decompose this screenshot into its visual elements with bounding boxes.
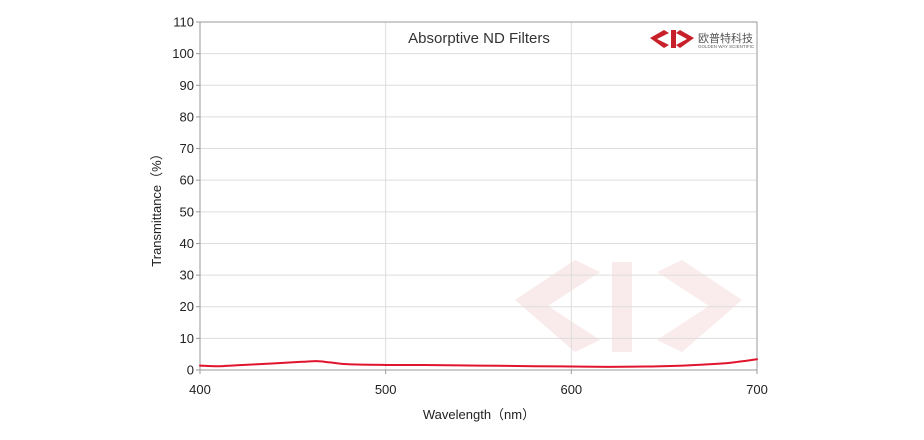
brand-name-en: GOLDEN WAY SCIENTIFIC: [698, 44, 755, 49]
y-axis-title: Transmittance（%）: [149, 147, 164, 266]
grid-lines: [200, 22, 757, 370]
x-tick-label: 400: [189, 382, 211, 397]
y-tick-label: 90: [180, 78, 194, 93]
series-line: [199, 358, 758, 368]
y-axis-ticks: 0 10 20 30 40 50 60 70 80 90 100 110: [172, 15, 200, 378]
chart-title: Absorptive ND Filters: [408, 30, 550, 47]
brand-logo-mark: [650, 30, 694, 48]
brand-logo: 欧普特科技 GOLDEN WAY SCIENTIFIC: [650, 30, 755, 49]
y-tick-label: 80: [180, 109, 194, 124]
x-tick-label: 500: [375, 382, 397, 397]
x-tick-label: 600: [560, 382, 582, 397]
x-tick-label: 700: [746, 382, 768, 397]
y-tick-label: 50: [180, 204, 194, 219]
brand-name-cn: 欧普特科技: [698, 31, 753, 45]
series-lines: [199, 358, 758, 368]
y-tick-label: 110: [173, 15, 194, 30]
y-tick-label: 10: [180, 331, 194, 346]
y-tick-label: 60: [180, 173, 194, 188]
y-tick-label: 20: [180, 299, 194, 314]
y-tick-label: 40: [180, 236, 194, 251]
y-tick-label: 0: [187, 363, 194, 378]
x-axis-title: Wavelength（nm）: [423, 407, 535, 422]
plot-area-frame: [199, 21, 758, 371]
y-tick-label: 30: [180, 268, 194, 283]
y-tick-label: 70: [180, 141, 194, 156]
y-tick-label: 100: [172, 46, 194, 61]
x-axis-ticks: 400 500 600 700: [189, 370, 768, 397]
